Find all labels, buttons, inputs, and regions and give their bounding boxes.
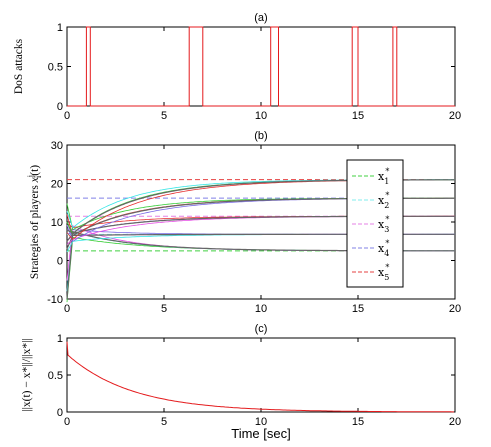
panel-c-ytick-label: 0 bbox=[57, 407, 63, 419]
panel-a-ytick-label: 0.5 bbox=[48, 62, 63, 74]
panel-c-xlabel: Time [sec] bbox=[231, 426, 290, 441]
panel-c-ytick-label: 0.5 bbox=[48, 370, 63, 382]
panel-c-ylabel: ||x(t) − x*||/||x*|| bbox=[21, 338, 33, 411]
panel-b-ytick-label: 30 bbox=[51, 140, 63, 152]
panel-c-title: (c) bbox=[255, 323, 268, 335]
legend-box bbox=[346, 159, 404, 288]
legend-label-x2: x2* bbox=[378, 191, 389, 210]
panel-a-xtick-label: 5 bbox=[161, 110, 167, 122]
panel-b-xtick-label: 0 bbox=[64, 303, 70, 315]
legend-label-x3: x3* bbox=[378, 215, 389, 234]
panel-c-xtick-label: 0 bbox=[64, 416, 70, 428]
dos-attack-signal bbox=[67, 26, 455, 107]
legend-label-x1: x1* bbox=[378, 167, 389, 186]
panel-b-ytick-label: -10 bbox=[47, 294, 63, 306]
panel-a-ylabel: DoS attacks bbox=[13, 38, 25, 94]
panel-a-ytick-label: 1 bbox=[57, 22, 63, 34]
panel-b-xtick-label: 5 bbox=[161, 303, 167, 315]
error-curve bbox=[66, 341, 454, 413]
panel-b-xtick-label: 15 bbox=[352, 303, 364, 315]
panel-c-xtick-label: 20 bbox=[449, 416, 461, 428]
panel-b-xtick-label: 10 bbox=[255, 303, 267, 315]
panel-b-ylabel: Strategies of players xji(t) bbox=[26, 165, 43, 279]
panel-b-ytick-label: 10 bbox=[51, 217, 63, 229]
panel-c-xtick-label: 5 bbox=[161, 416, 167, 428]
panel-c-xtick-label: 10 bbox=[255, 416, 267, 428]
legend-label-x4: x4* bbox=[378, 239, 389, 258]
panel-b-xtick-label: 20 bbox=[449, 303, 461, 315]
panel-a-ytick-label: 0 bbox=[57, 101, 63, 113]
panel-a-xtick-label: 20 bbox=[449, 110, 461, 122]
panel-b-title: (b) bbox=[254, 130, 267, 142]
panel-b-ytick-label: 20 bbox=[51, 179, 63, 191]
panel-a-xtick-label: 15 bbox=[352, 110, 364, 122]
panel-c-xtick-label: 15 bbox=[352, 416, 364, 428]
panel-a-xtick-label: 0 bbox=[64, 110, 70, 122]
panel-b-ytick-label: 0 bbox=[57, 256, 63, 268]
legend-label-x5: x5* bbox=[378, 263, 389, 282]
panel-a-title: (a) bbox=[254, 12, 267, 24]
panel-a-xtick-label: 10 bbox=[255, 110, 267, 122]
panel-c-frame bbox=[66, 337, 456, 413]
panel-c-ytick-label: 1 bbox=[57, 333, 63, 345]
